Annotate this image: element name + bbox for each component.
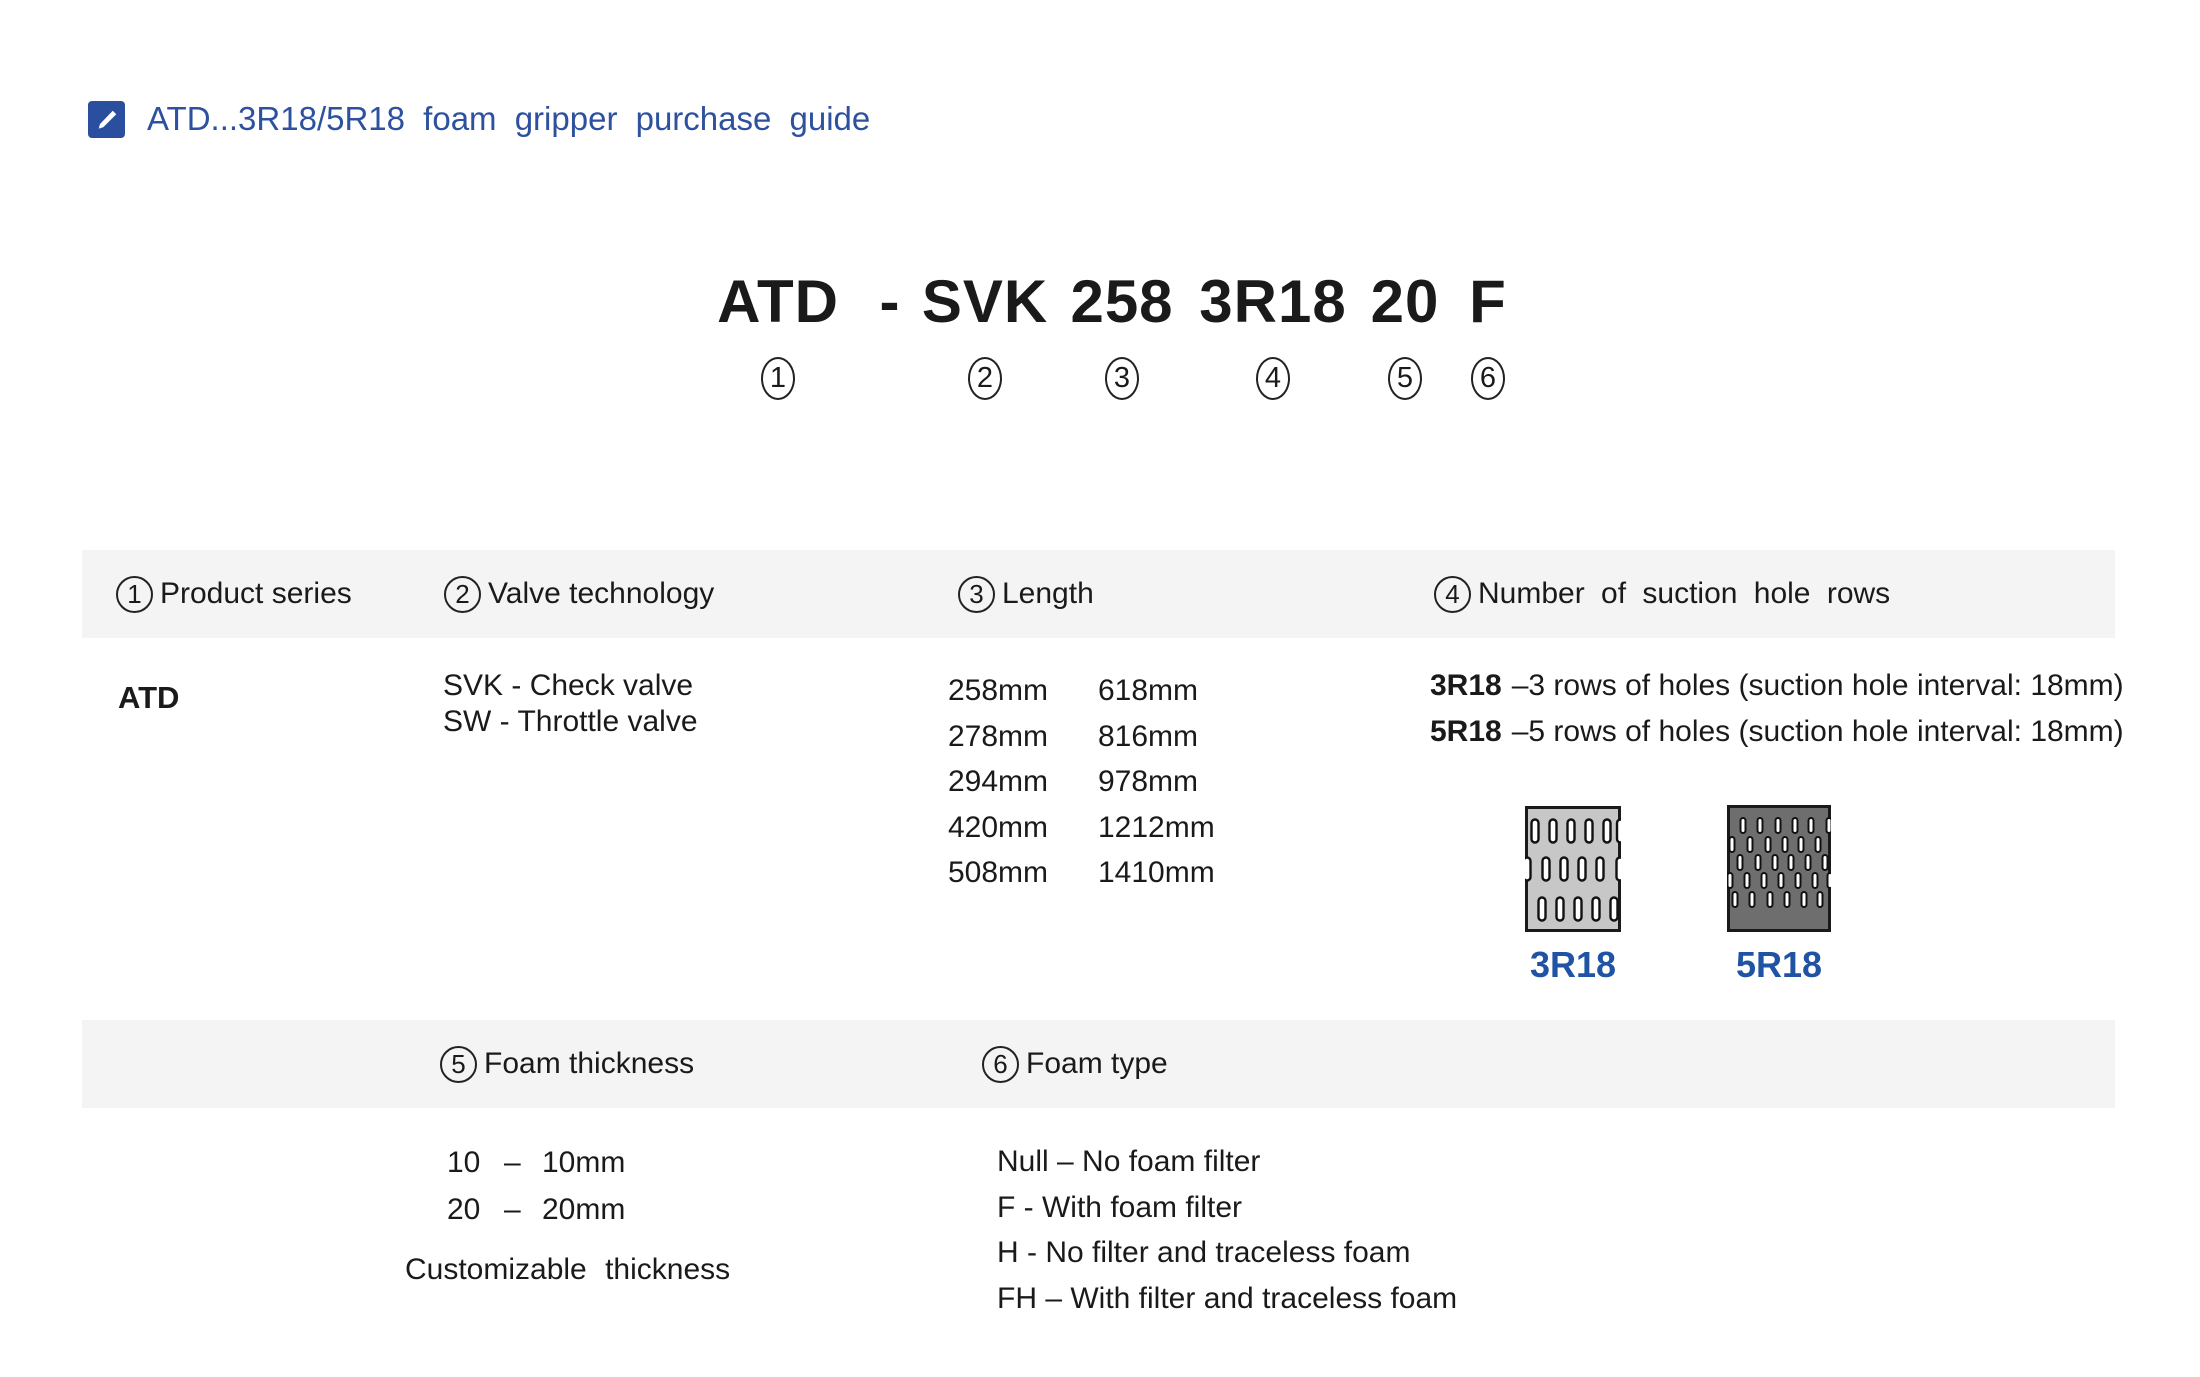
circled-number-1: 1 <box>761 357 795 400</box>
header-length: 3 Length <box>958 550 1094 638</box>
code-segment-rows: 3R18 <box>1199 268 1347 335</box>
valve-option: SW - Throttle valve <box>443 705 698 738</box>
thickness-dash: – <box>504 1146 521 1179</box>
5r18-diagram-label: 5R18 <box>1735 944 1823 985</box>
header-product-series: 1 Product series <box>116 550 352 638</box>
length-value: 278mm <box>948 719 1049 753</box>
circled-number-3: 3 <box>1105 357 1139 400</box>
table-header-band-2 <box>82 1020 2115 1108</box>
foam-thickness-options: 10 – 10mm 20 – 20mm <box>447 1139 625 1233</box>
valve-option: SVK - Check valve <box>443 669 694 702</box>
product-series-value: ATD <box>118 680 180 715</box>
foam-type-options: Null – No foam filter F - With foam filt… <box>997 1139 1457 1321</box>
circled-number-3-header: 3 <box>958 575 995 613</box>
header-label: Valve technology <box>488 577 715 610</box>
circled-number-4-header: 4 <box>1434 575 1471 613</box>
pencil-icon <box>88 101 125 138</box>
length-value: 294mm <box>948 765 1049 798</box>
header-label: Product series <box>160 577 352 610</box>
valve-technology-options: SVK - Check valve SW - Throttle valve <box>443 668 698 740</box>
foam-type-option: H - No filter and traceless foam <box>997 1236 1411 1269</box>
3r18-hole-pattern-diagram <box>1522 806 1626 937</box>
foam-type-option: F - With foam filter <box>997 1190 1243 1224</box>
header-label: Number of suction hole rows <box>1478 577 1891 610</box>
circled-number-4: 4 <box>1256 357 1290 400</box>
header-suction-hole-rows: 4 Number of suction hole rows <box>1434 550 1890 638</box>
code-segment-foam: F <box>1469 268 1507 335</box>
header-foam-thickness: 5 Foam thickness <box>440 1020 694 1108</box>
suction-option-desc: –3 rows of holes (suction hole interval:… <box>1511 669 2124 702</box>
length-value: 978mm <box>1098 765 1199 798</box>
code-segment-valve: SVK <box>921 268 1049 335</box>
thickness-value: 20mm <box>542 1193 626 1226</box>
thickness-value: 10mm <box>542 1146 626 1179</box>
suction-option-5r18: 5R18 –5 rows of holes (suction hole inter… <box>1430 709 2124 755</box>
header-label: Length <box>1002 577 1094 610</box>
length-column-2: 618mm 816mm 978mm 1212mm 1410mm <box>1098 668 1215 896</box>
foam-type-option: Null – No foam filter <box>997 1145 1261 1178</box>
thickness-dash: – <box>504 1193 521 1226</box>
length-value: 508mm <box>948 856 1049 889</box>
circled-number-2: 2 <box>968 357 1002 400</box>
circled-number-1-header: 1 <box>116 575 153 613</box>
thickness-option: 10 – 10mm <box>447 1139 625 1186</box>
length-value: 1212mm <box>1098 810 1215 844</box>
header-foam-type: 6 Foam type <box>982 1020 1168 1108</box>
suction-hole-rows-options: 3R18 –3 rows of holes (suction hole inter… <box>1430 663 2124 755</box>
length-value: 420mm <box>948 810 1049 844</box>
thickness-option: 20 – 20mm <box>447 1186 625 1233</box>
thickness-code: 10 <box>447 1146 481 1179</box>
length-value: 258mm <box>948 674 1049 707</box>
suction-option-3r18: 3R18 –3 rows of holes (suction hole inter… <box>1430 663 2124 709</box>
suction-option-code: 5R18 <box>1430 715 1502 748</box>
circled-number-5: 5 <box>1388 357 1422 400</box>
5r18-hole-pattern-diagram <box>1726 805 1834 937</box>
length-value: 1410mm <box>1098 856 1215 889</box>
header-label: Foam thickness <box>484 1047 695 1080</box>
page-title: ATD...3R18/5R18 foam gripper purchase gu… <box>147 100 871 137</box>
code-segment-length: 258 <box>1070 268 1174 335</box>
code-segment-thickness: 20 <box>1370 268 1440 335</box>
3r18-diagram-label: 3R18 <box>1529 944 1617 985</box>
circled-number-6: 6 <box>1471 357 1505 400</box>
header-label: Foam type <box>1026 1047 1168 1080</box>
foam-type-option: FH – With filter and traceless foam <box>997 1281 1458 1315</box>
table-header-band-1 <box>82 550 2115 638</box>
circled-number-6-header: 6 <box>982 1045 1019 1083</box>
thickness-note: Customizable thickness <box>405 1253 731 1286</box>
length-value: 618mm <box>1098 674 1199 707</box>
length-column-1: 258mm 278mm 294mm 420mm 508mm <box>948 668 1048 896</box>
code-segment-dash: - <box>879 268 901 335</box>
code-segment-series: ATD <box>717 268 839 335</box>
header-valve-technology: 2 Valve technology <box>444 550 714 638</box>
circled-number-5-header: 5 <box>440 1045 477 1083</box>
circled-number-2-header: 2 <box>444 575 481 613</box>
suction-option-code: 3R18 <box>1430 669 1502 702</box>
thickness-code: 20 <box>447 1193 481 1226</box>
suction-option-desc: –5 rows of holes (suction hole interval:… <box>1511 715 2124 748</box>
length-value: 816mm <box>1098 719 1199 753</box>
